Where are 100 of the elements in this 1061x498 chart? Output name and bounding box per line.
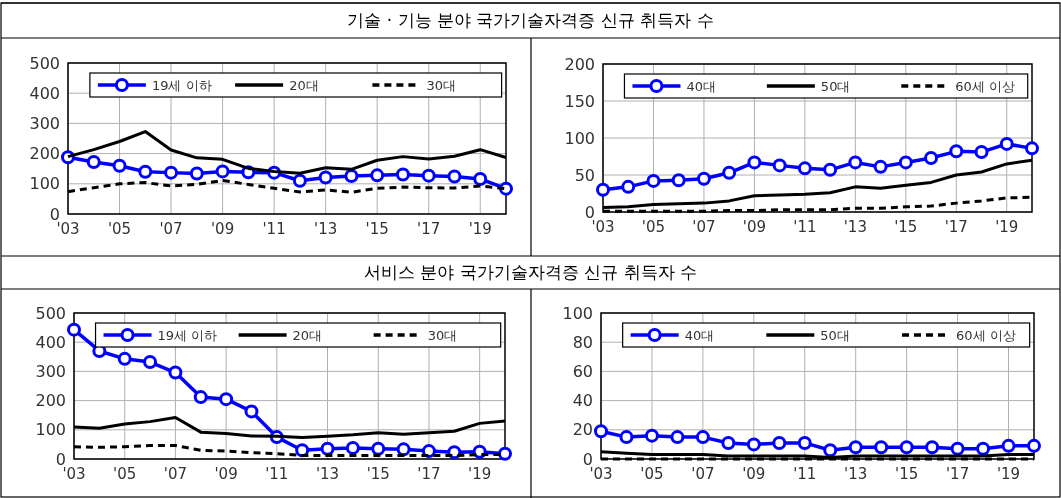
point bbox=[1027, 438, 1041, 453]
point bbox=[797, 161, 812, 176]
legend-label: 30대 bbox=[426, 77, 456, 93]
legend-label: 60세 이상 bbox=[955, 78, 1015, 94]
legend-label: 19세 이하 bbox=[151, 77, 212, 93]
y-tick-label: 100 bbox=[564, 128, 595, 148]
point bbox=[396, 442, 411, 457]
legend-label: 20대 bbox=[289, 77, 319, 93]
point bbox=[143, 355, 158, 370]
point bbox=[999, 136, 1014, 151]
point bbox=[421, 168, 436, 183]
point bbox=[950, 441, 965, 456]
legend-label: 20대 bbox=[292, 327, 323, 343]
y-tick-label: 400 bbox=[35, 332, 66, 352]
point bbox=[670, 430, 685, 445]
y-tick-label: 100 bbox=[35, 420, 66, 440]
point bbox=[823, 162, 838, 177]
y-tick-label: 20 bbox=[572, 420, 593, 440]
point bbox=[421, 444, 436, 459]
point bbox=[772, 158, 787, 173]
point bbox=[1025, 141, 1039, 156]
x-tick-label: '17 bbox=[944, 218, 968, 236]
point bbox=[295, 443, 310, 458]
x-tick-label: '07 bbox=[163, 465, 188, 483]
y-tick-label: 100 bbox=[562, 303, 593, 323]
point bbox=[722, 165, 737, 180]
point bbox=[86, 155, 101, 170]
point bbox=[873, 159, 888, 174]
point bbox=[168, 365, 183, 380]
point bbox=[370, 168, 385, 183]
point bbox=[695, 430, 710, 445]
x-tick-label: '19 bbox=[468, 220, 492, 238]
x-tick-label: '09 bbox=[210, 220, 235, 238]
point bbox=[721, 435, 736, 450]
x-tick-label: '11 bbox=[793, 465, 817, 483]
x-tick-label: '15 bbox=[894, 218, 918, 236]
legend-label: 19세 이하 bbox=[157, 327, 218, 343]
y-tick-label: 60 bbox=[572, 362, 593, 381]
point bbox=[395, 167, 410, 182]
x-tick-label: '17 bbox=[945, 465, 970, 483]
x-tick-label: '11 bbox=[265, 465, 289, 483]
point bbox=[696, 171, 711, 186]
legend-label: 50대 bbox=[820, 327, 850, 343]
point bbox=[596, 182, 610, 197]
y-tick-label: 200 bbox=[29, 144, 60, 164]
y-tick-label: 400 bbox=[29, 83, 60, 103]
x-tick-label: '09 bbox=[742, 218, 767, 236]
point bbox=[898, 155, 913, 170]
point bbox=[219, 392, 234, 407]
point bbox=[164, 165, 179, 180]
point bbox=[974, 145, 989, 160]
y-tick-label: 500 bbox=[29, 53, 60, 73]
chart-title: 서비스 분야 국가기술자격증 신규 취득자 수 bbox=[363, 262, 698, 283]
legend-label: 60세 이상 bbox=[956, 327, 1016, 343]
legend-label: 50대 bbox=[820, 78, 851, 94]
x-tick-label: '15 bbox=[895, 465, 919, 483]
x-tick-label: '13 bbox=[843, 218, 867, 236]
point bbox=[138, 164, 153, 179]
y-tick-label: 200 bbox=[35, 391, 66, 411]
point bbox=[747, 155, 762, 170]
legend-label: 40대 bbox=[686, 78, 716, 94]
point bbox=[1001, 438, 1016, 453]
x-tick-label: '05 bbox=[641, 218, 666, 236]
x-tick-label: '13 bbox=[844, 465, 868, 483]
y-tick-label: 500 bbox=[35, 303, 66, 323]
point bbox=[594, 424, 608, 439]
point bbox=[371, 441, 386, 456]
point bbox=[292, 173, 307, 188]
point bbox=[117, 351, 132, 366]
point bbox=[848, 155, 863, 170]
point bbox=[949, 144, 964, 159]
y-tick-label: 50 bbox=[574, 165, 595, 185]
x-tick-label: '07 bbox=[691, 465, 715, 483]
x-tick-label: '13 bbox=[314, 220, 338, 238]
point bbox=[189, 166, 204, 181]
x-tick-label: '09 bbox=[742, 465, 766, 483]
y-tick-label: 200 bbox=[564, 54, 595, 74]
x-tick-label: '11 bbox=[793, 218, 817, 236]
point bbox=[671, 173, 686, 188]
x-tick-label: '09 bbox=[214, 465, 238, 483]
point bbox=[976, 441, 991, 456]
x-tick-label: '19 bbox=[996, 465, 1021, 483]
point bbox=[925, 440, 940, 455]
x-tick-label: '17 bbox=[417, 465, 441, 483]
x-tick-label: '07 bbox=[159, 220, 183, 238]
y-tick-label: 150 bbox=[564, 91, 595, 111]
x-tick-label: '07 bbox=[692, 218, 716, 236]
x-tick-label: '13 bbox=[315, 465, 340, 483]
point bbox=[193, 390, 208, 405]
x-tick-label: '19 bbox=[995, 218, 1019, 236]
x-tick-label: '15 bbox=[366, 465, 390, 483]
y-tick-label: 100 bbox=[29, 174, 60, 194]
y-tick-label: 300 bbox=[35, 362, 66, 381]
x-tick-label: '11 bbox=[262, 220, 286, 238]
chart-title: 기술 · 기능 분야 국가기술자격증 신규 취득자 수 bbox=[347, 10, 714, 31]
point bbox=[67, 322, 81, 337]
x-tick-label: '05 bbox=[107, 220, 132, 238]
point bbox=[318, 170, 333, 185]
point bbox=[644, 428, 659, 443]
point bbox=[746, 437, 761, 452]
